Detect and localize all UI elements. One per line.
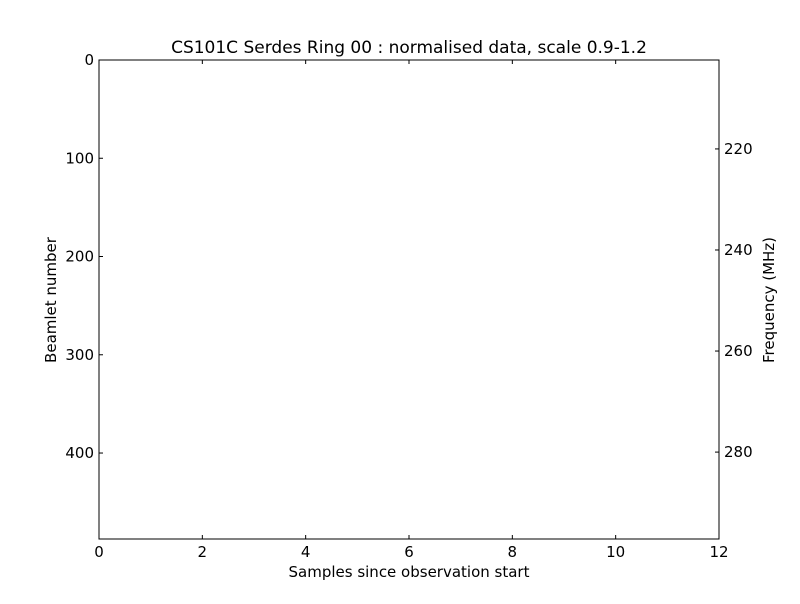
x-tick-label: 6 xyxy=(404,543,414,561)
x-tick-label: 4 xyxy=(301,543,311,561)
x-axis-label: Samples since observation start xyxy=(289,563,530,581)
y-tick-label: 300 xyxy=(65,346,94,364)
x-tick-label: 0 xyxy=(94,543,104,561)
x-tick-label: 8 xyxy=(508,543,518,561)
chart-title: CS101C Serdes Ring 00 : normalised data,… xyxy=(171,38,647,58)
y2-tick-label: 280 xyxy=(724,443,753,461)
ticks: 0 2 4 6 8 10 12 0 100 200 300 400 220 240 260 280 xyxy=(65,51,752,561)
y-axis-label: Beamlet number xyxy=(42,236,60,363)
y-tick-label: 0 xyxy=(84,51,94,69)
y2-axis-label: Frequency (MHz) xyxy=(760,237,778,363)
y-tick-label: 100 xyxy=(65,149,94,167)
y-tick-label: 200 xyxy=(65,248,94,266)
y-tick-label: 400 xyxy=(65,444,94,462)
x-tick-label: 2 xyxy=(198,543,208,561)
plot-area xyxy=(98,59,720,540)
x-tick-label: 10 xyxy=(606,543,625,561)
x-tick-label: 12 xyxy=(709,543,728,561)
y2-tick-label: 220 xyxy=(724,140,753,158)
y2-tick-label: 260 xyxy=(724,342,753,360)
y2-tick-label: 240 xyxy=(724,241,753,259)
